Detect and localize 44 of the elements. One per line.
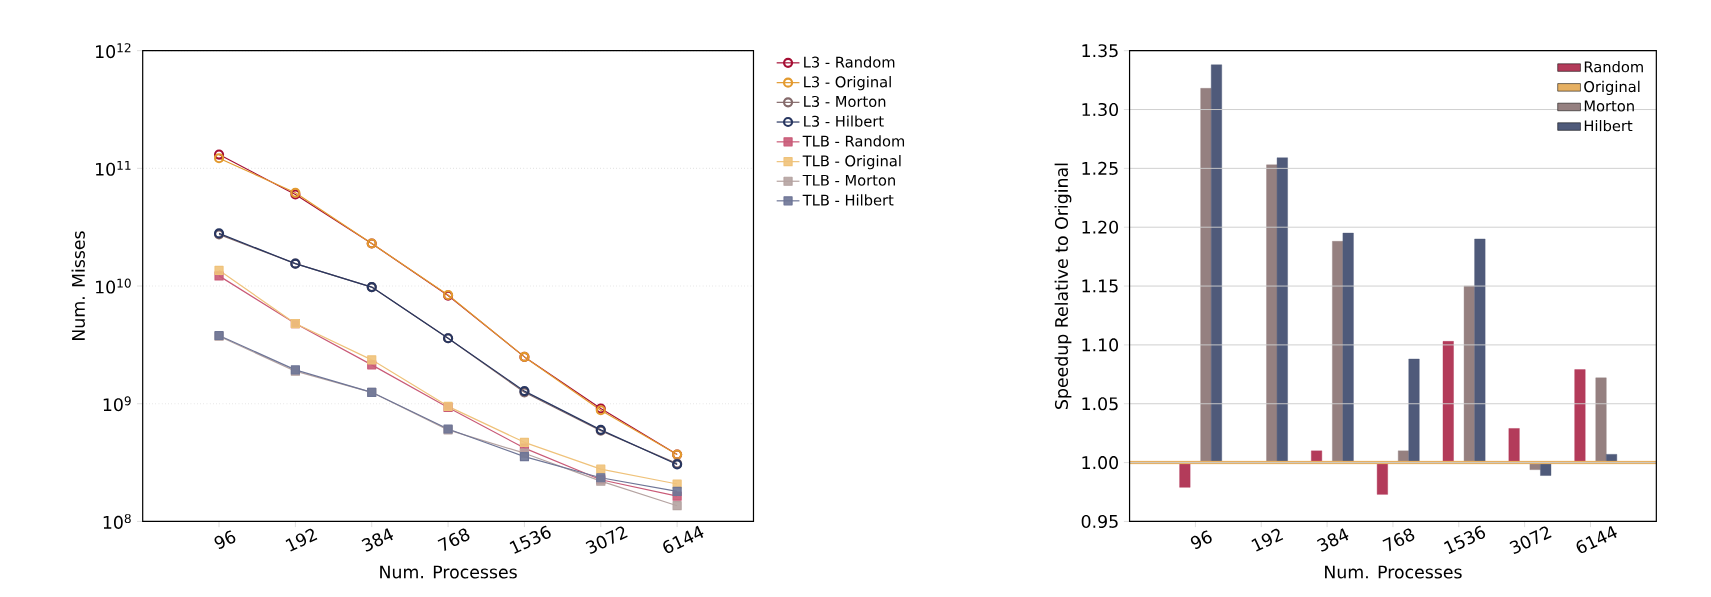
y-tick-label: 0.95 xyxy=(1081,514,1118,528)
x-tick-label: 384 xyxy=(361,527,394,552)
y-tick-label: 1.25 xyxy=(1082,161,1118,175)
y-tick-label: 10$^{9}$ xyxy=(103,396,131,412)
legend-label: L3 - Random xyxy=(804,56,895,68)
x-tick-label: 1536 xyxy=(1443,525,1486,554)
legend-label: L3 - Hilbert xyxy=(804,115,884,127)
y-tick-label: 1.05 xyxy=(1082,396,1118,411)
legend-label: Morton xyxy=(1584,100,1634,112)
x-axis-title: Num. Processes xyxy=(1325,565,1462,579)
legend-label: Hilbert xyxy=(1584,119,1633,132)
x-tick-label: 384 xyxy=(1316,528,1349,552)
legend-label: TLB - Morton xyxy=(802,174,895,186)
y-tick-label: 10$^{10}$ xyxy=(96,278,131,294)
y-tick-label: 1.20 xyxy=(1082,220,1118,234)
x-tick-label: 192 xyxy=(285,528,318,552)
x-tick-label: 96 xyxy=(1190,530,1212,549)
x-tick-label: 3072 xyxy=(1509,526,1552,554)
legend-label: Original xyxy=(1584,80,1640,95)
y-tick-label: 1.15 xyxy=(1082,279,1118,293)
x-tick-label: 192 xyxy=(1251,528,1284,552)
y-tick-label: 10$^{11}$ xyxy=(96,160,131,176)
y-tick-label: 10$^{8}$ xyxy=(103,513,131,529)
y-tick-label: 1.00 xyxy=(1082,455,1118,469)
legend-label: TLB - Random xyxy=(802,135,905,147)
legend-label: L3 - Original xyxy=(804,75,891,91)
y-tick-label: 1.10 xyxy=(1082,338,1118,352)
x-tick-label: 1536 xyxy=(509,525,551,554)
x-tick-label: 768 xyxy=(1382,528,1415,551)
legend-label: Random xyxy=(1584,60,1643,73)
legend-label: L3 - Morton xyxy=(804,95,886,107)
x-tick-label: 96 xyxy=(214,530,236,549)
y-tick-label: 10$^{12}$ xyxy=(96,42,131,58)
x-tick-label: 6144 xyxy=(663,525,704,553)
legend-label: TLB - Original xyxy=(802,154,901,170)
y-tick-label: 1.35 xyxy=(1082,43,1118,58)
y-axis-title: Num. Misses xyxy=(71,231,85,340)
x-axis-title: Num. Processes xyxy=(380,565,517,579)
y-axis-title: Speedup Relative to Original xyxy=(1054,163,1072,409)
legend-label: TLB - Hilbert xyxy=(802,194,894,206)
x-tick-label: 3072 xyxy=(585,526,628,554)
y-tick-label: 1.30 xyxy=(1082,102,1118,116)
x-tick-label: 768 xyxy=(437,528,470,551)
x-tick-label: 6144 xyxy=(1576,525,1617,553)
